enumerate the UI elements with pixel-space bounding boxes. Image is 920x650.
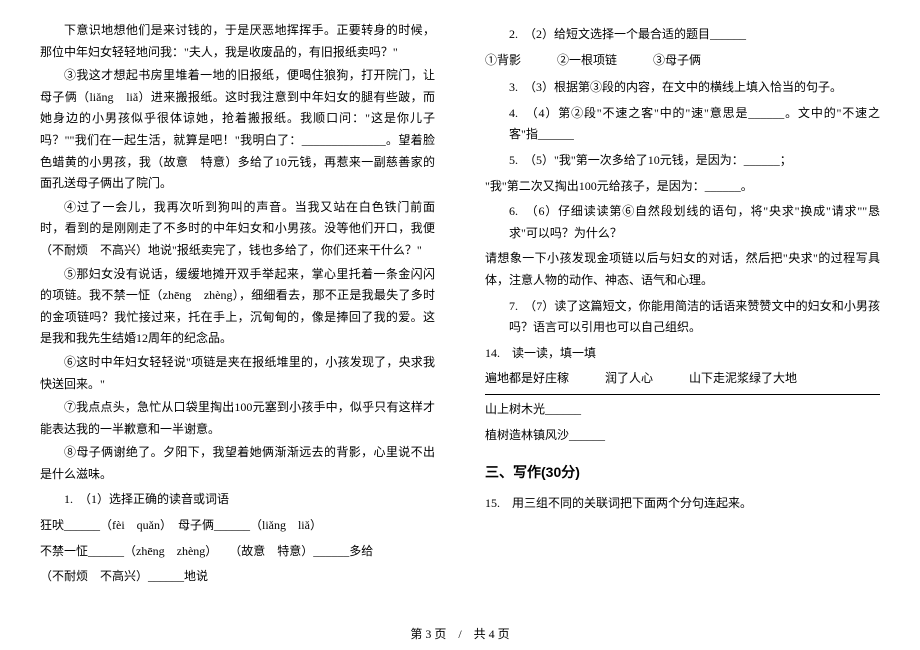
left-column: 下意识地想他们是来讨钱的，于是厌恶地挥挥手。正要转身的时候，那位中年妇女轻轻地问… [40,20,435,592]
question-14b2: 植树造林镇风沙______ [485,425,880,447]
question-5b: "我"第二次又掏出100元给孩子，是因为：______。 [485,176,880,198]
page-content: 下意识地想他们是来讨钱的，于是厌恶地挥挥手。正要转身的时候，那位中年妇女轻轻地问… [0,0,920,602]
question-14: 14. 读一读，填一填 [485,343,880,365]
passage-para-2: ③我这才想起书房里堆着一地的旧报纸，便喝住狼狗，打开院门，让母子俩（liǎng … [40,65,435,195]
question-6: 6. （6）仔细读读第⑥自然段划线的语句，将"央求"换成"请求""恳求"可以吗？… [509,201,880,244]
question-6b: 请想象一下小孩发现金项链以后与妇女的对话，然后把"央求"的过程写具体，注意人物的… [485,248,880,291]
question-14a: 遍地都是好庄稼 润了人心 山下走泥浆绿了大地 [485,368,880,390]
passage-para-5: ⑥这时中年妇女轻轻说"项链是夹在报纸堆里的，小孩发现了，央求我快送回来。" [40,352,435,395]
passage-para-6: ⑦我点点头，急忙从口袋里掏出100元塞到小孩手中，似乎只有这样才能表达我的一半歉… [40,397,435,440]
passage-para-1: 下意识地想他们是来讨钱的，于是厌恶地挥挥手。正要转身的时候，那位中年妇女轻轻地问… [40,20,435,63]
q1-line-a: 狂吠______（fèi quǎn） 母子俩______（liǎng liǎ） [40,515,435,537]
question-15: 15. 用三组不同的关联词把下面两个分句连起来。 [485,493,880,515]
question-2: 2. （2）给短文选择一个最合适的题目______ [509,24,880,46]
page-footer: 第 3 页 / 共 4 页 [0,625,920,642]
q1-line-c: （不耐烦 不高兴）______地说 [40,566,435,588]
question-4: 4. （4）第②段"不速之客"中的"速"意思是______。文中的"不速之客"指… [509,103,880,146]
question-7: 7. （7）读了这篇短文，你能用简洁的话语来赞赞文中的妇女和小男孩吗？语言可以引… [509,296,880,339]
passage-para-4: ⑤那妇女没有说话，缓缓地摊开双手举起来，掌心里托着一条金闪闪的项链。我不禁一怔（… [40,264,435,350]
question-5: 5. （5）"我"第一次多给了10元钱，是因为：______； [509,150,880,172]
passage-para-7: ⑧母子俩谢绝了。夕阳下，我望着她俩渐渐远去的背影，心里说不出是什么滋味。 [40,442,435,485]
passage-para-3: ④过了一会儿，我再次听到狗叫的声音。当我又站在白色铁门前面时，看到的是刚刚走了不… [40,197,435,262]
question-1: 1. （1）选择正确的读音或词语 [64,489,435,511]
q1-line-b: 不禁一怔______（zhēng zhèng） （故意 特意）______多给 [40,541,435,563]
question-2-options: ①背影 ②一根项链 ③母子俩 [485,50,880,72]
right-column: 2. （2）给短文选择一个最合适的题目______ ①背影 ②一根项链 ③母子俩… [485,20,880,592]
question-3: 3. （3）根据第③段的内容，在文中的横线上填入恰当的句子。 [509,77,880,99]
question-14b1: 山上树木光______ [485,399,880,421]
divider-1 [485,394,880,395]
section-heading-writing: 三、写作(30分) [485,460,880,485]
